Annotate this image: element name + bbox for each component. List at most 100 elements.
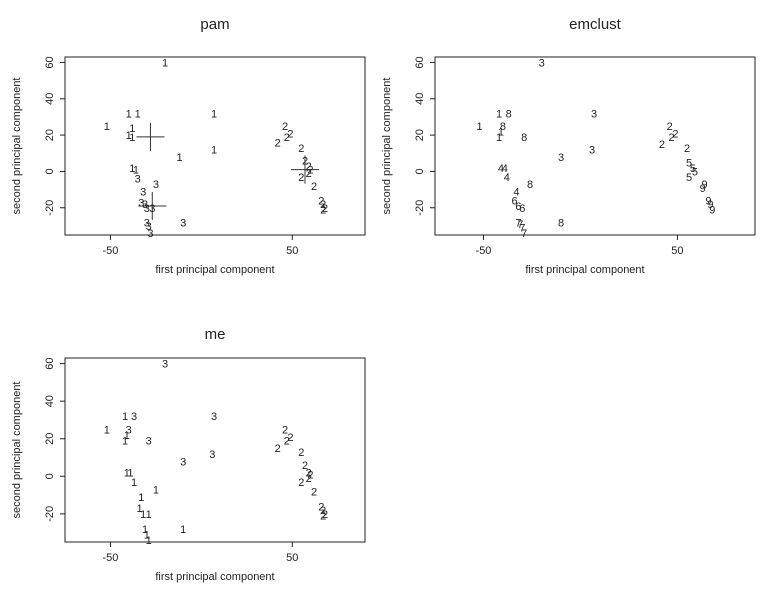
data-point-cluster-9: 9	[705, 195, 711, 207]
data-point-cluster-2: 2	[311, 181, 317, 193]
y-axis-label: second principal component	[11, 382, 23, 519]
y-tick-label: 20	[414, 129, 426, 141]
data-point-cluster-1: 1	[129, 163, 135, 175]
y-tick-label: 60	[44, 56, 56, 68]
data-point-cluster-8: 8	[521, 132, 527, 144]
data-point-cluster-7: 7	[521, 228, 527, 240]
data-point-cluster-7: 7	[515, 217, 521, 229]
x-axis-label: first principal component	[155, 571, 274, 583]
data-point-cluster-2: 2	[287, 432, 293, 444]
data-point-cluster-2: 2	[659, 139, 665, 151]
y-tick-label: 20	[44, 129, 56, 141]
y-tick-label: 20	[44, 433, 56, 445]
data-point-cluster-7: 7	[517, 219, 523, 231]
data-point-cluster-1: 1	[126, 108, 132, 120]
data-point-cluster-3: 3	[138, 197, 144, 209]
data-point-cluster-1: 1	[127, 468, 133, 480]
data-point-cluster-6: 6	[515, 201, 521, 213]
data-point-cluster-2: 2	[320, 511, 326, 523]
data-point-cluster-2: 2	[307, 469, 313, 481]
data-point-cluster-2: 2	[306, 161, 312, 173]
data-point-cluster-8: 8	[558, 217, 564, 229]
data-point-cluster-1: 1	[142, 524, 148, 536]
data-point-cluster-4: 4	[504, 172, 510, 184]
data-point-cluster-2: 2	[275, 137, 281, 149]
data-point-cluster-9: 9	[700, 183, 706, 195]
data-point-cluster-2: 2	[318, 195, 324, 207]
x-tick-label: 50	[286, 552, 298, 564]
y-tick-label: -20	[44, 506, 56, 522]
data-point-cluster-3: 3	[209, 449, 215, 461]
data-point-cluster-1: 1	[133, 165, 139, 177]
data-point-cluster-1: 1	[153, 484, 159, 496]
data-point-cluster-2: 2	[307, 165, 313, 177]
data-point-cluster-5: 5	[686, 172, 692, 184]
data-point-cluster-5: 5	[686, 157, 692, 169]
plot-frame	[434, 56, 756, 236]
data-point-cluster-9: 9	[709, 205, 715, 217]
chart-panel-me: me 60 40 20 0 -20 -50 50 first principal compone…	[11, 326, 366, 583]
chart-title: emclust	[569, 16, 622, 33]
data-point-cluster-1: 1	[211, 108, 217, 120]
data-point-cluster-1: 1	[477, 121, 483, 133]
data-point-cluster-1: 1	[146, 535, 152, 547]
x-tick-label: 50	[286, 245, 298, 257]
data-point-cluster-3: 3	[126, 424, 132, 436]
data-point-cluster-2: 2	[667, 121, 673, 133]
data-point-cluster-2: 2	[672, 128, 678, 140]
data-point-cluster-1: 1	[104, 121, 110, 133]
data-point-cluster-2: 2	[284, 436, 290, 448]
data-point-cluster-2: 2	[320, 199, 326, 211]
data-point-cluster-8: 8	[506, 108, 512, 120]
data-point-cluster-1: 1	[162, 57, 168, 69]
data-point-cluster-3: 3	[558, 152, 564, 164]
data-point-cluster-7: 7	[519, 223, 525, 235]
data-point-cluster-2: 2	[322, 509, 328, 521]
data-point-cluster-2: 2	[298, 447, 304, 459]
data-point-cluster-3: 3	[589, 145, 595, 157]
data-point-cluster-2: 2	[298, 477, 304, 489]
data-point-cluster-5: 5	[690, 163, 696, 175]
data-point-cluster-2: 2	[322, 203, 328, 215]
data-point-cluster-5: 5	[692, 166, 698, 178]
data-point-cluster-1: 1	[135, 108, 141, 120]
y-tick-label: 60	[44, 358, 56, 370]
x-axis-label: first principal component	[525, 264, 644, 276]
x-tick-label: -50	[476, 245, 492, 257]
data-point-cluster-3: 3	[142, 199, 148, 211]
data-point-cluster-2: 2	[298, 143, 304, 155]
data-point-cluster-2: 2	[275, 443, 281, 455]
data-point-cluster-1: 1	[122, 436, 128, 448]
data-point-cluster-1: 1	[131, 477, 137, 489]
data-point-cluster-1: 1	[129, 132, 135, 144]
data-point-cluster-3: 3	[135, 174, 141, 186]
chart-panel-emclust: emclust 60 40 20 0 -20 -50 50 first principal co…	[381, 16, 756, 276]
data-point-cluster-3: 3	[180, 217, 186, 229]
data-point-cluster-1: 1	[122, 411, 128, 423]
data-point-cluster-2: 2	[302, 460, 308, 472]
data-point-cluster-2: 2	[684, 143, 690, 155]
x-tick-label: -50	[103, 245, 119, 257]
y-axis-label: second principal component	[11, 78, 23, 215]
chart-title: pam	[200, 16, 229, 33]
data-point-cluster-2: 2	[282, 121, 288, 133]
y-tick-label: -20	[44, 200, 56, 216]
data-point-cluster-1: 1	[176, 152, 182, 164]
data-point-cluster-6: 6	[519, 203, 525, 215]
data-point-cluster-3: 3	[140, 186, 146, 198]
data-point-cluster-2: 2	[287, 128, 293, 140]
data-point-cluster-3: 3	[131, 411, 137, 423]
y-tick-label: 0	[44, 473, 56, 479]
data-point-cluster-2: 2	[311, 486, 317, 498]
plot-frame	[64, 357, 366, 543]
data-point-cluster-3: 3	[162, 359, 168, 371]
data-point-cluster-3: 3	[144, 203, 150, 215]
data-point-cluster-4: 4	[513, 186, 519, 198]
data-point-cluster-6: 6	[511, 195, 517, 207]
plot-frame	[64, 56, 366, 236]
data-point-cluster-8: 8	[527, 179, 533, 191]
x-tick-label: -50	[103, 552, 119, 564]
data-point-cluster-1: 1	[129, 123, 135, 135]
data-point-cluster-4: 4	[498, 163, 504, 175]
